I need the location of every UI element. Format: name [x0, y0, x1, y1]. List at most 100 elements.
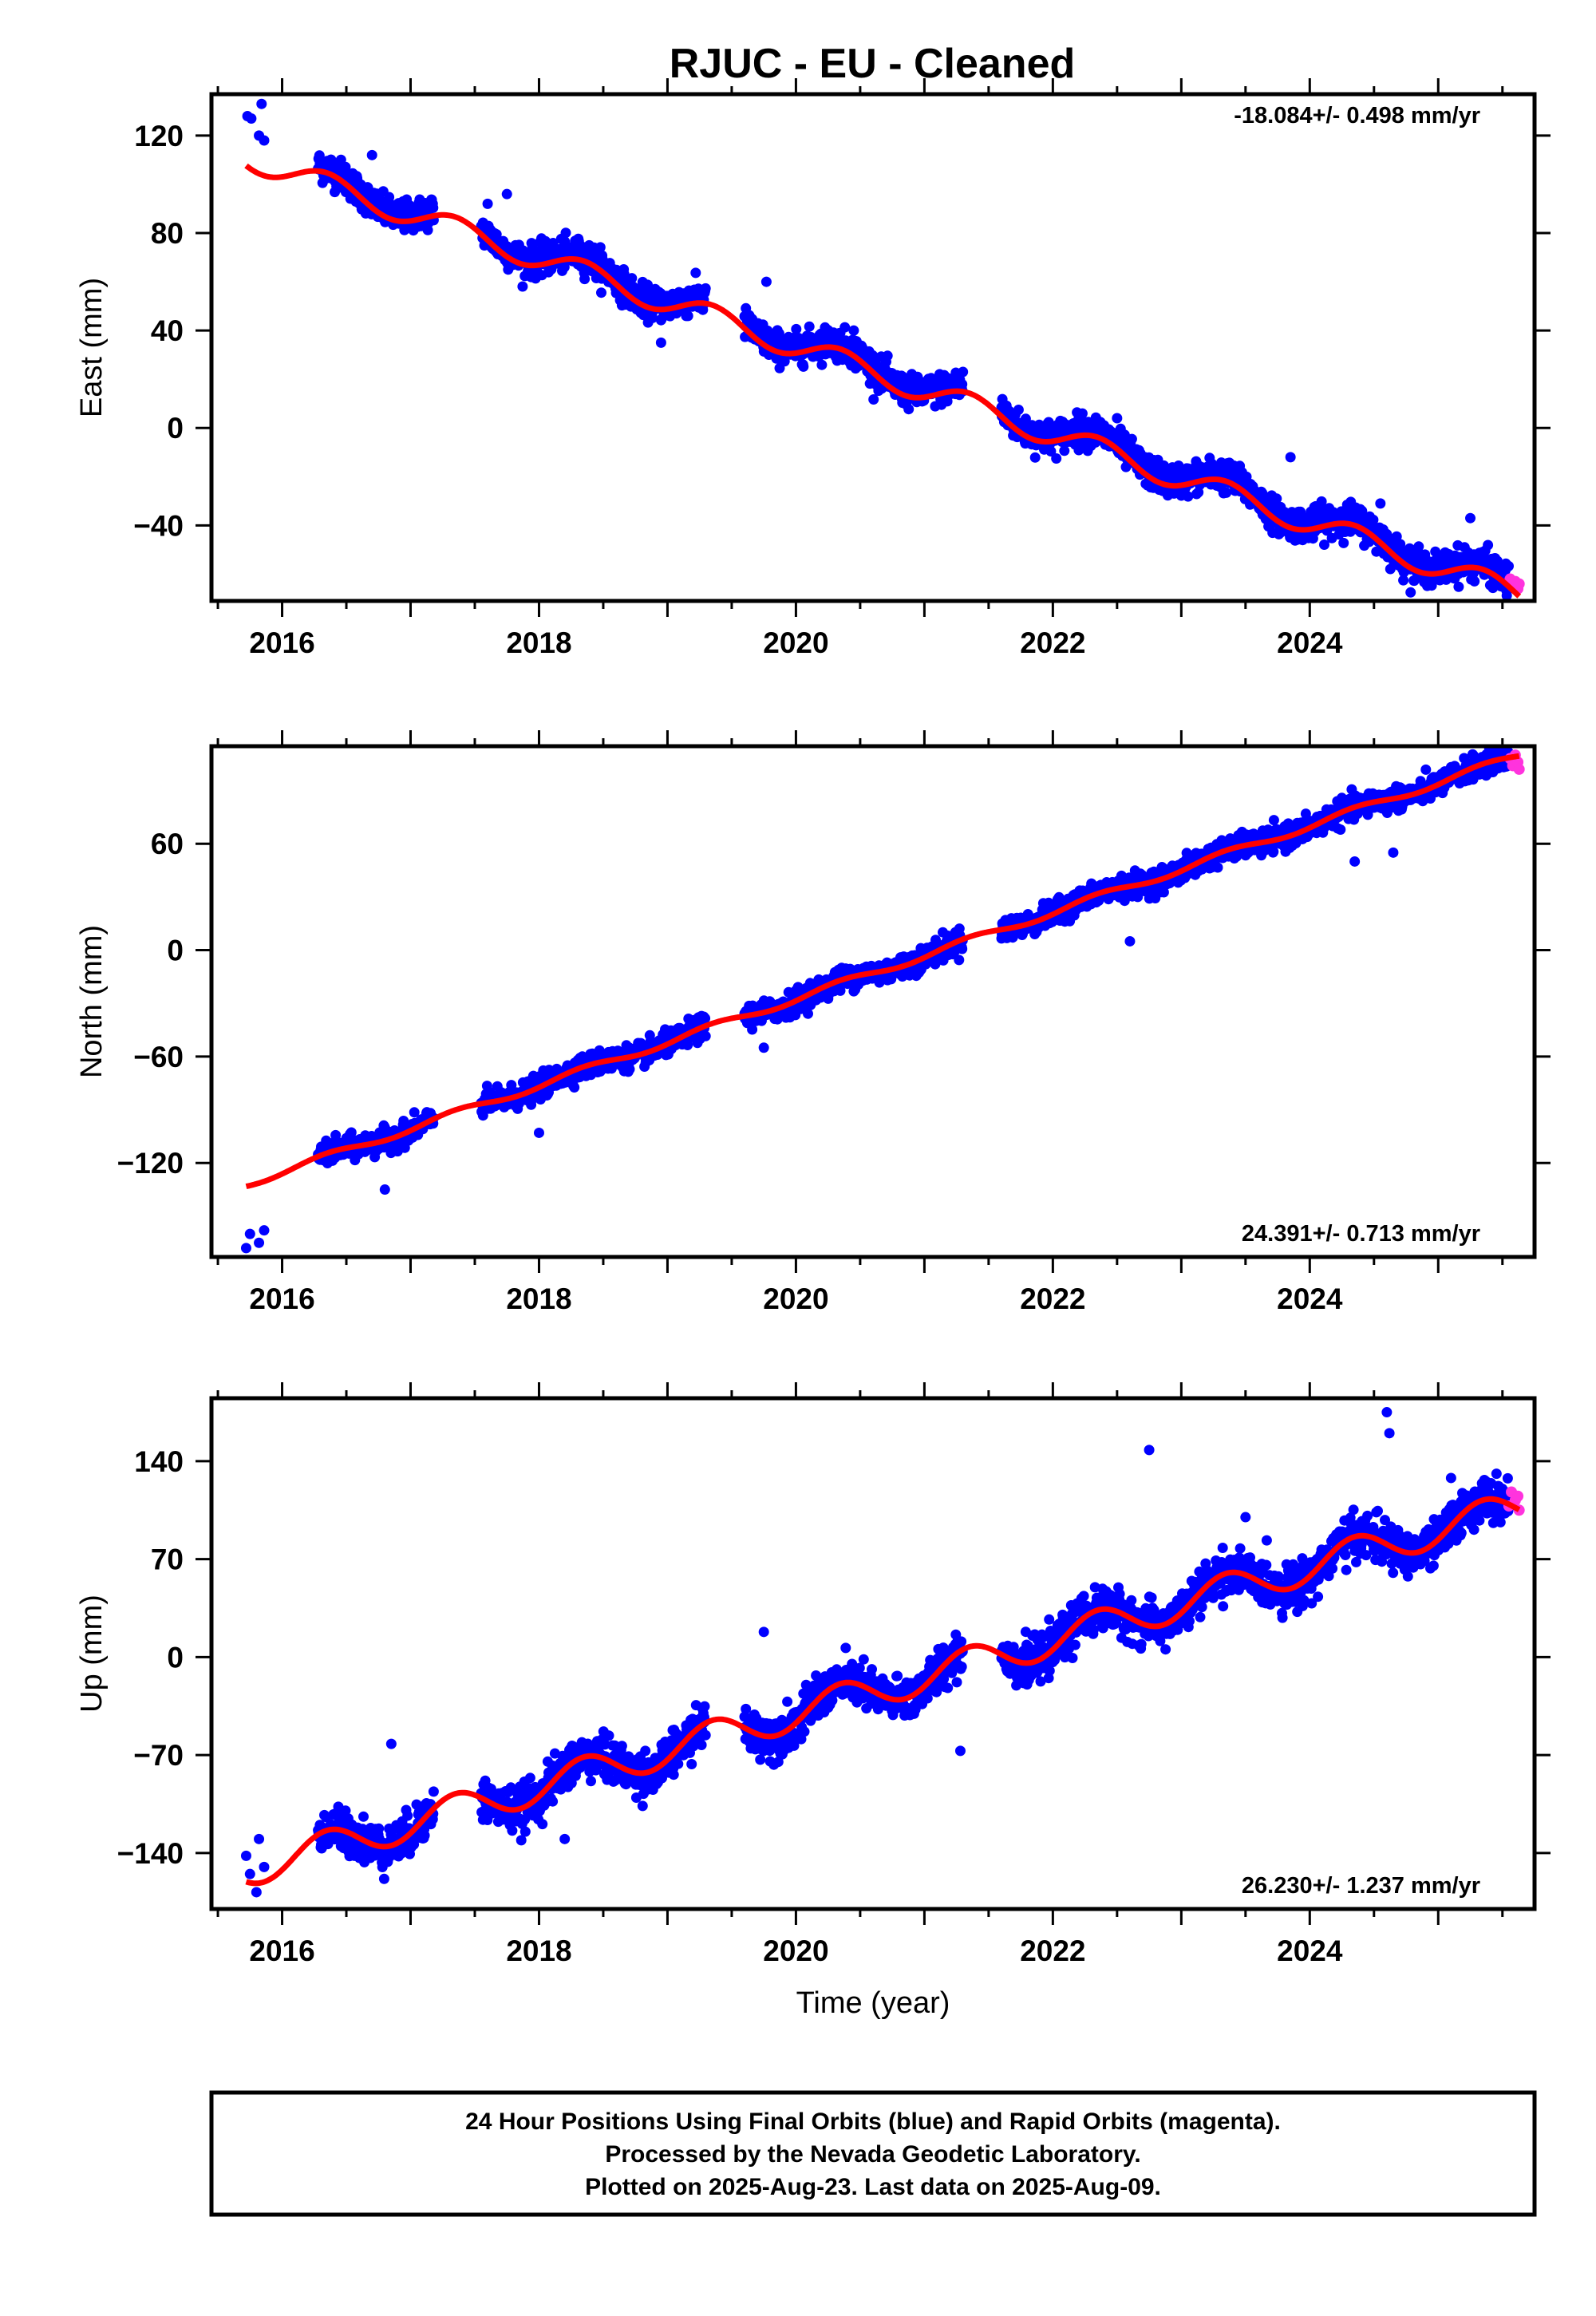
x-tick-label: 2018 — [506, 1282, 571, 1315]
data-point — [626, 273, 638, 284]
y-tick-label: −120 — [117, 1147, 184, 1180]
model-fit-line — [245, 753, 1520, 1189]
y-tick-label: 0 — [167, 935, 184, 967]
x-tick-label: 2020 — [763, 1282, 828, 1315]
data-point — [1268, 846, 1279, 857]
data-point — [700, 1013, 711, 1024]
data-point — [682, 310, 693, 322]
data-point — [384, 192, 395, 203]
data-point — [839, 322, 851, 333]
plot-frame — [209, 92, 1537, 603]
data-point — [903, 404, 915, 415]
data-point — [366, 149, 377, 160]
data-point — [1059, 445, 1070, 456]
data-point — [1420, 764, 1432, 775]
y-tick-label: 80 — [151, 217, 184, 250]
x-tick-label: 2024 — [1277, 626, 1343, 659]
x-tick-label: 2018 — [506, 626, 571, 659]
velocity-label: -18.084+/- 0.498 mm/yr — [1234, 103, 1480, 128]
data-point — [758, 1042, 769, 1053]
data-point — [1212, 862, 1223, 873]
data-point — [1045, 446, 1057, 456]
data-point — [1483, 539, 1494, 551]
data-point — [647, 312, 658, 323]
model-fit-line — [244, 163, 1522, 599]
data-point — [867, 350, 879, 361]
figure-title: RJUC - EU - Cleaned — [670, 41, 1076, 87]
data-point — [491, 229, 502, 240]
x-tick-label: 2024 — [1277, 1935, 1343, 1967]
x-tick-label: 2018 — [506, 1935, 571, 1967]
plot-frame — [209, 744, 1537, 1259]
data-point — [791, 323, 802, 334]
data-point — [1183, 491, 1194, 502]
data-point — [690, 267, 701, 279]
y-axis-label: North (mm) — [75, 925, 109, 1078]
data-point — [579, 274, 591, 285]
data-point — [1335, 824, 1346, 835]
rapid-point — [1513, 763, 1525, 775]
data-point — [804, 321, 815, 332]
data-point — [1375, 498, 1386, 509]
data-point — [1388, 847, 1399, 858]
y-tick-label: −140 — [117, 1837, 184, 1870]
data-point — [560, 227, 571, 239]
y-axis-label: East (mm) — [75, 278, 109, 417]
x-tick-label: 2016 — [249, 1282, 314, 1315]
data-point — [569, 1082, 580, 1093]
data-point — [1077, 408, 1088, 419]
data-point — [958, 366, 969, 377]
data-point — [957, 943, 968, 954]
x-tick-label: 2022 — [1020, 626, 1085, 659]
data-point — [1469, 575, 1480, 587]
data-point — [655, 337, 666, 348]
data-point — [1051, 453, 1062, 464]
data-point — [595, 242, 606, 253]
data-point — [1271, 493, 1282, 504]
y-axis-label: Up (mm) — [75, 1595, 109, 1713]
data-point — [1268, 815, 1279, 826]
data-point — [346, 1127, 357, 1138]
data-point — [1029, 452, 1041, 463]
data-point — [1319, 539, 1329, 550]
data-point — [1368, 514, 1379, 525]
y-tick-label: 0 — [167, 1641, 184, 1674]
data-point — [882, 350, 893, 362]
axis-ticks — [196, 730, 1551, 1273]
data-point — [624, 1064, 635, 1075]
data-point — [246, 113, 257, 124]
y-tick-label: 40 — [151, 314, 184, 347]
data-point — [1126, 433, 1137, 445]
data-point — [240, 1243, 251, 1254]
x-tick-label: 2016 — [249, 1935, 314, 1967]
rapid-point — [1513, 578, 1525, 590]
data-point — [379, 1184, 390, 1196]
y-tick-label: 140 — [134, 1445, 184, 1478]
data-point — [559, 262, 570, 273]
data-point — [1349, 856, 1361, 867]
data-point — [760, 276, 772, 287]
data-point — [409, 1107, 420, 1118]
data-point — [482, 198, 493, 209]
data-point — [1158, 887, 1169, 898]
data-point — [700, 1030, 711, 1041]
velocity-label: 24.391+/- 0.713 mm/yr — [1242, 1221, 1480, 1247]
y-tick-label: −70 — [133, 1739, 184, 1772]
y-tick-label: 0 — [167, 412, 184, 445]
y-tick-label: −60 — [133, 1041, 184, 1073]
data-point — [1453, 581, 1464, 592]
data-point — [816, 359, 828, 370]
data-point — [254, 1237, 265, 1248]
data-point — [1465, 512, 1476, 524]
x-tick-label: 2022 — [1020, 1282, 1085, 1315]
data-point — [244, 1228, 255, 1239]
data-point — [747, 1024, 758, 1035]
data-point — [1405, 587, 1416, 598]
data-point — [259, 135, 270, 146]
y-tick-label: 60 — [151, 828, 184, 860]
